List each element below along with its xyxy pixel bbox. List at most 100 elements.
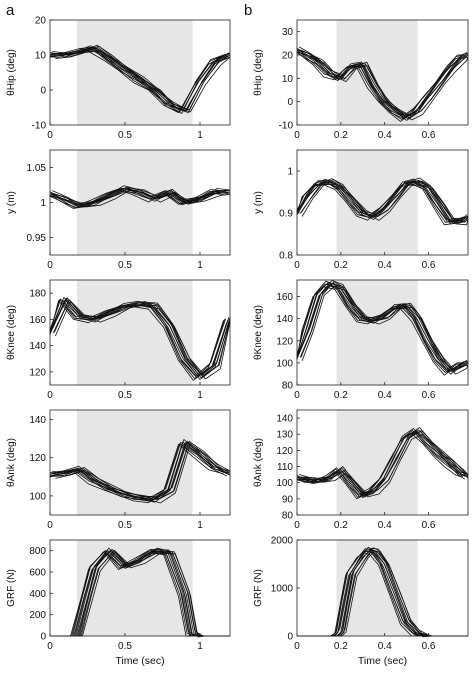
x-tick-label: 0.6: [422, 641, 436, 652]
y-axis-label: θHip (deg): [253, 49, 264, 96]
y-tick-label: 1000: [271, 584, 294, 595]
axes-box: [49, 539, 231, 637]
x-axis-label: Time (sec): [358, 655, 407, 667]
trial-line: [55, 189, 231, 208]
x-tick-label: 0.2: [334, 641, 348, 652]
stance-shade: [336, 280, 418, 385]
y-tick-label: 2000: [271, 536, 294, 547]
x-axis-label: Time (sec): [115, 655, 164, 667]
chart-b-3: 0 0.2 0.4 0.6 80 90 100 110 120 130 140 θAnk (deg): [253, 409, 469, 531]
trial-line: [55, 443, 231, 504]
y-tick-label: 1.05: [27, 163, 47, 174]
trial-line: [54, 441, 231, 500]
y-tick-label: 140: [29, 341, 46, 352]
trial-line: [53, 299, 231, 376]
trial-line: [297, 283, 469, 373]
y-axis-label: y (m): [253, 191, 264, 214]
trial-line: [54, 46, 231, 111]
x-tick-label: 1: [197, 390, 203, 401]
axes-box: [49, 409, 231, 516]
x-tick-label: 0.4: [378, 390, 392, 401]
y-tick-label: 180: [29, 289, 46, 300]
y-tick-label: 400: [29, 589, 46, 600]
x-tick-label: 0.5: [118, 641, 132, 652]
x-tick-label: 0.4: [378, 520, 392, 531]
y-tick-label: 0: [40, 86, 46, 97]
y-tick-label: 200: [29, 610, 46, 621]
x-tick-label: 0: [47, 520, 53, 531]
trial-line: [300, 281, 469, 371]
axes-box: [296, 19, 469, 126]
trial-line: [50, 548, 226, 637]
x-tick-label: 0: [294, 260, 300, 271]
chart-b-1: 0 0.2 0.4 0.6 0.8 0.9 1 y (m): [253, 149, 469, 271]
trial-line: [301, 547, 468, 637]
x-tick-label: 0.6: [422, 130, 436, 141]
chart-a-4: 0 0.5 1 0 200 400 600 800 GRF (N) Time (sec): [6, 539, 231, 667]
trial-line: [49, 47, 228, 111]
chart-a-1: 0 0.5 1 0.95 1 1.05 y (m): [6, 149, 231, 271]
x-tick-label: 0: [294, 641, 300, 652]
y-tick-label: -10: [279, 121, 294, 132]
trial-line: [296, 280, 464, 370]
y-axis-label: GRF (N): [253, 569, 264, 607]
x-tick-label: 0: [47, 641, 53, 652]
trial-line: [300, 49, 469, 117]
trial-line: [299, 282, 469, 372]
chart-b-4: 0 0.2 0.4 0.6 0 1000 2000 GRF (N) Time (sec): [253, 536, 469, 667]
y-tick-label: 80: [282, 381, 294, 392]
trial-line: [297, 550, 463, 637]
y-tick-label: 140: [276, 414, 293, 425]
x-tick-label: 0: [47, 390, 53, 401]
trial-line: [296, 47, 464, 117]
trial-line: [49, 441, 228, 501]
x-tick-label: 0: [47, 260, 53, 271]
x-tick-label: 0.2: [334, 130, 348, 141]
y-tick-label: 120: [29, 453, 46, 464]
y-axis-label: θKnee (deg): [6, 305, 17, 360]
trial-line: [300, 179, 469, 222]
y-tick-label: 0.95: [27, 233, 47, 244]
axes-box: [296, 409, 469, 516]
trial-line: [54, 187, 231, 205]
x-tick-label: 0.4: [378, 130, 392, 141]
axes-box: [49, 279, 231, 386]
chart-b-2: 0 0.2 0.4 0.6 80 100 120 140 160 θKnee (deg): [253, 279, 469, 401]
x-tick-label: 0.5: [118, 520, 132, 531]
trial-line: [298, 280, 469, 370]
y-tick-label: 0: [287, 97, 293, 108]
y-tick-label: 600: [29, 568, 46, 579]
x-tick-label: 0.5: [118, 390, 132, 401]
y-tick-label: 120: [276, 336, 293, 347]
trial-line: [50, 547, 229, 637]
trial-line: [51, 442, 231, 500]
y-tick-label: 110: [277, 462, 293, 473]
y-tick-label: 140: [276, 314, 293, 325]
x-tick-label: 0: [294, 130, 300, 141]
y-tick-label: 800: [29, 546, 46, 557]
y-tick-label: 30: [282, 27, 294, 38]
trial-line: [301, 285, 469, 375]
x-tick-label: 0.4: [378, 641, 392, 652]
stance-shade: [77, 540, 193, 636]
axes-box: [49, 19, 231, 126]
trial-line: [296, 49, 463, 120]
trial-line: [55, 301, 231, 380]
y-tick-label: 120: [29, 367, 46, 378]
y-tick-label: 0.9: [279, 209, 293, 220]
y-tick-label: 0.8: [279, 251, 293, 262]
trial-line: [301, 430, 469, 494]
y-tick-label: 160: [276, 292, 293, 303]
y-tick-label: 10: [35, 51, 47, 62]
x-tick-label: 0.5: [118, 130, 132, 141]
x-tick-label: 1: [197, 520, 203, 531]
x-tick-label: 0: [47, 130, 53, 141]
stance-shade: [336, 150, 418, 255]
y-tick-label: -10: [32, 121, 47, 132]
y-tick-label: 120: [276, 446, 293, 457]
x-tick-label: 0.6: [422, 260, 436, 271]
trial-line: [296, 283, 463, 373]
